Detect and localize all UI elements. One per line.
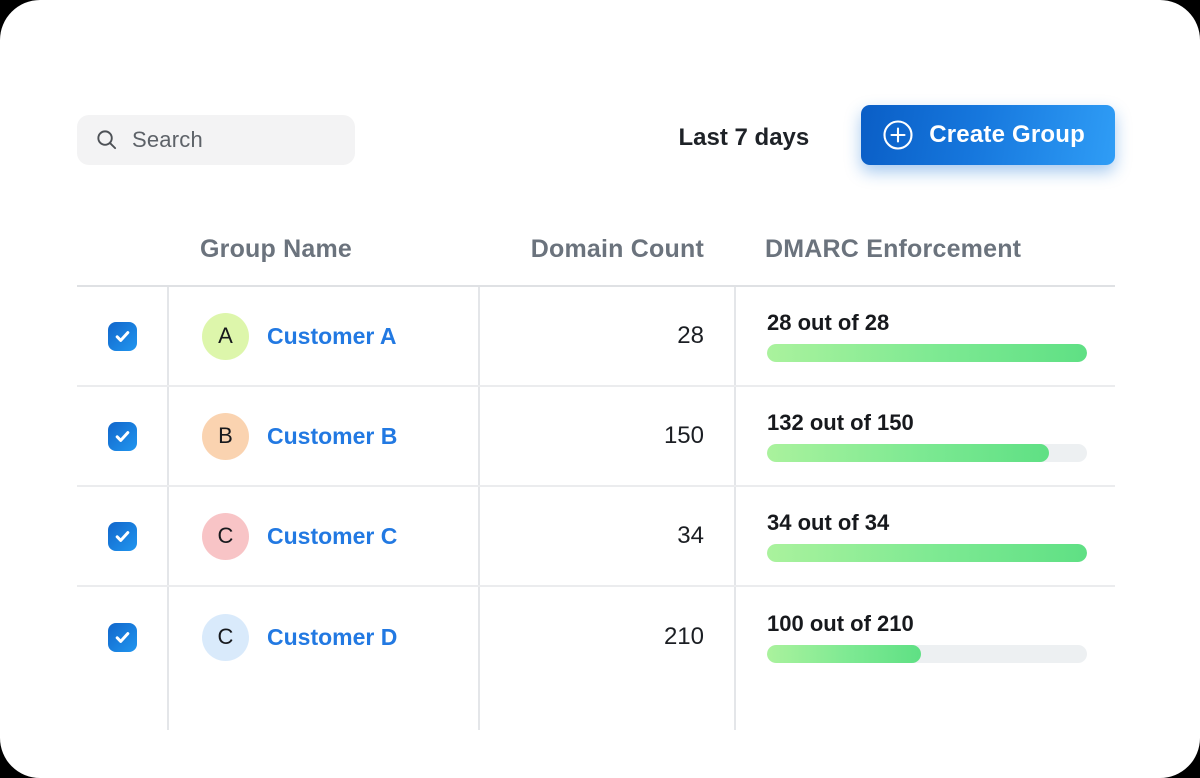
table-row: C Customer D 210 100 out of 210 xyxy=(77,587,1115,687)
plus-circle-icon xyxy=(882,119,914,151)
dmarc-progress-bar xyxy=(767,544,1087,562)
group-name-cell: C Customer C xyxy=(167,487,478,585)
date-range-selector[interactable]: Last 7 days xyxy=(679,124,810,152)
dmarc-progress-fill xyxy=(767,544,1087,562)
group-name-cell: A Customer A xyxy=(167,287,478,385)
partial-cell xyxy=(478,687,734,730)
partial-cell xyxy=(734,687,1115,730)
group-avatar: C xyxy=(202,614,249,661)
group-name-link[interactable]: Customer D xyxy=(267,624,397,651)
partial-cell xyxy=(77,687,167,730)
group-name-link[interactable]: Customer B xyxy=(267,423,397,450)
group-avatar-letter: B xyxy=(218,423,233,449)
partial-cell xyxy=(167,687,478,730)
group-name-link[interactable]: Customer C xyxy=(267,523,397,550)
create-group-label: Create Group xyxy=(929,121,1085,149)
group-avatar-letter: C xyxy=(218,624,234,650)
dmarc-progress-fill xyxy=(767,344,1087,362)
dmarc-progress-fill xyxy=(767,444,1049,462)
select-cell xyxy=(77,587,167,687)
domain-count-cell: 34 xyxy=(478,487,734,585)
dmarc-progress-fill xyxy=(767,645,921,663)
group-avatar-letter: A xyxy=(218,323,233,349)
column-header-domain-count: Domain Count xyxy=(478,235,734,264)
dmarc-cell: 34 out of 34 xyxy=(734,487,1115,585)
domain-count-cell: 28 xyxy=(478,287,734,385)
select-cell xyxy=(77,387,167,485)
dmarc-enforcement-label: 28 out of 28 xyxy=(767,310,889,336)
table-body: A Customer A 28 28 out of 28 B Customer … xyxy=(77,287,1115,687)
table-header: Group Name Domain Count DMARC Enforcemen… xyxy=(77,213,1115,287)
table-row: C Customer C 34 34 out of 34 xyxy=(77,487,1115,587)
group-avatar: C xyxy=(202,513,249,560)
search-icon xyxy=(95,128,118,151)
group-name-cell: C Customer D xyxy=(167,587,478,687)
dmarc-cell: 28 out of 28 xyxy=(734,287,1115,385)
search-placeholder: Search xyxy=(132,127,203,153)
check-icon xyxy=(114,428,131,445)
dmarc-cell: 100 out of 210 xyxy=(734,587,1115,687)
domain-count-cell: 210 xyxy=(478,587,734,687)
dmarc-enforcement-label: 132 out of 150 xyxy=(767,410,914,436)
dmarc-enforcement-label: 100 out of 210 xyxy=(767,611,914,637)
table-partial-row xyxy=(77,687,1115,730)
dmarc-progress-bar xyxy=(767,444,1087,462)
dmarc-cell: 132 out of 150 xyxy=(734,387,1115,485)
dmarc-enforcement-label: 34 out of 34 xyxy=(767,510,889,536)
group-avatar: A xyxy=(202,313,249,360)
row-checkbox[interactable] xyxy=(108,322,137,351)
domain-count-cell: 150 xyxy=(478,387,734,485)
group-avatar: B xyxy=(202,413,249,460)
table-row: B Customer B 150 132 out of 150 xyxy=(77,387,1115,487)
row-checkbox[interactable] xyxy=(108,422,137,451)
column-header-dmarc-enforcement: DMARC Enforcement xyxy=(734,235,1115,264)
group-avatar-letter: C xyxy=(218,523,234,549)
search-input[interactable]: Search xyxy=(77,115,355,165)
check-icon xyxy=(114,328,131,345)
select-cell xyxy=(77,487,167,585)
check-icon xyxy=(114,629,131,646)
group-name-cell: B Customer B xyxy=(167,387,478,485)
row-checkbox[interactable] xyxy=(108,522,137,551)
toolbar: Search Last 7 days Create Group xyxy=(77,104,1115,166)
row-checkbox[interactable] xyxy=(108,623,137,652)
create-group-button[interactable]: Create Group xyxy=(861,105,1115,165)
groups-table: Group Name Domain Count DMARC Enforcemen… xyxy=(77,213,1115,730)
dmarc-progress-bar xyxy=(767,645,1087,663)
select-cell xyxy=(77,287,167,385)
check-icon xyxy=(114,528,131,545)
dmarc-progress-bar xyxy=(767,344,1087,362)
column-header-group-name: Group Name xyxy=(167,235,478,264)
app-window: Search Last 7 days Create Group Group Na… xyxy=(0,0,1200,778)
group-name-link[interactable]: Customer A xyxy=(267,323,397,350)
table-row: A Customer A 28 28 out of 28 xyxy=(77,287,1115,387)
